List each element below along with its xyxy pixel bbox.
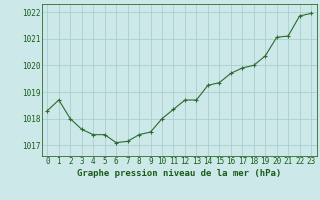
X-axis label: Graphe pression niveau de la mer (hPa): Graphe pression niveau de la mer (hPa) (77, 169, 281, 178)
